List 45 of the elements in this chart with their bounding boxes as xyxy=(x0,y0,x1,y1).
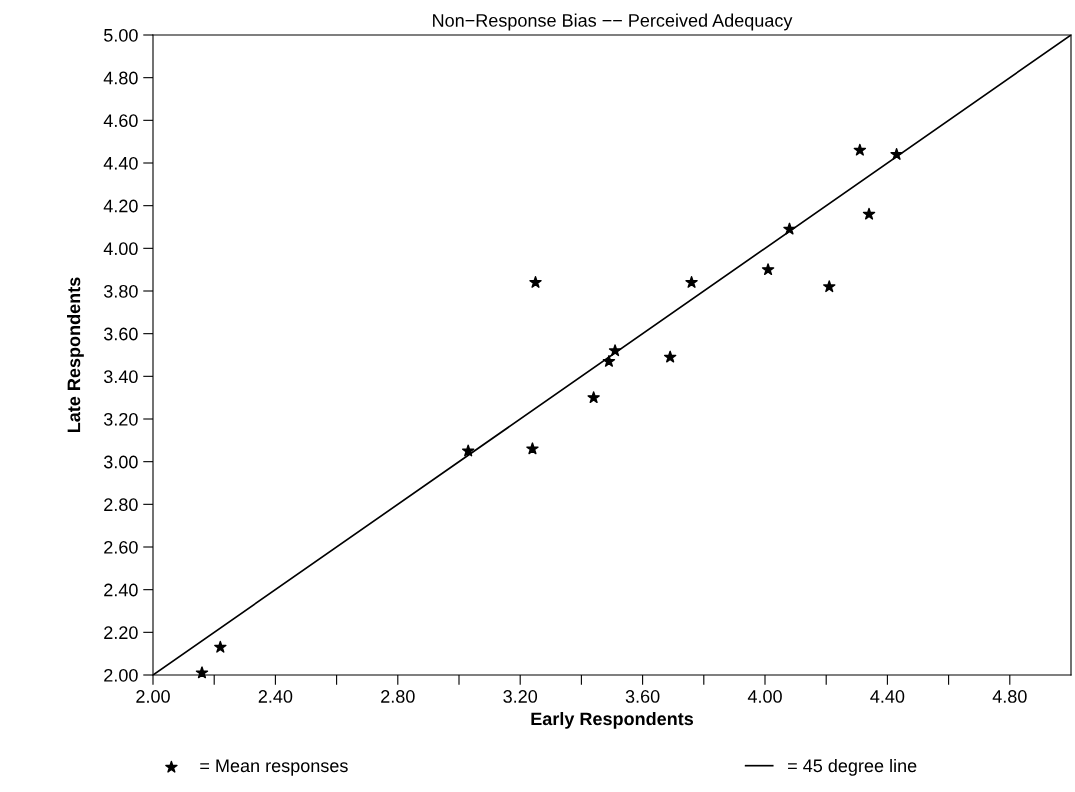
y-tick-label: 3.00 xyxy=(103,455,138,469)
point xyxy=(890,147,903,160)
point xyxy=(823,280,836,293)
x-tick-label: 3.20 xyxy=(503,690,538,703)
point xyxy=(862,207,876,220)
point xyxy=(853,143,867,156)
point xyxy=(685,275,698,288)
y-tick-label: 2.00 xyxy=(104,668,138,682)
x-tick-label: 4.40 xyxy=(870,690,905,703)
y-tick-label: 2.80 xyxy=(104,498,138,512)
point xyxy=(214,640,227,653)
y-tick-label: 3.40 xyxy=(103,370,138,384)
legend-label: = Mean responses xyxy=(200,759,348,776)
point xyxy=(195,666,209,679)
chart-title: Non−Response Bias −− Perceived Adequacy xyxy=(433,13,793,31)
point xyxy=(783,222,796,235)
y-tick-label: 4.20 xyxy=(103,199,138,213)
point xyxy=(608,344,622,357)
y-tick-label: 3.80 xyxy=(103,284,138,298)
x-tick-label: 4.80 xyxy=(992,690,1027,703)
y-tick-label: 2.60 xyxy=(104,540,138,554)
point xyxy=(663,350,677,363)
point xyxy=(761,263,775,276)
x-tick-label: 4.00 xyxy=(747,690,782,703)
y-tick-label: 4.60 xyxy=(103,114,138,128)
point xyxy=(602,354,616,367)
point xyxy=(526,442,539,455)
x-tick-label: 2.00 xyxy=(136,690,170,703)
x-tick-label: 3.60 xyxy=(625,690,660,703)
y-axis-title: Late Respondents xyxy=(67,277,84,433)
y-tick-label: 4.40 xyxy=(103,156,138,170)
y-tick-label: 5.00 xyxy=(104,28,138,42)
y-tick-label: 4.80 xyxy=(103,71,138,85)
point xyxy=(587,391,600,404)
legend-label: = 45 degree line xyxy=(788,758,917,776)
x-tick-label: 2.80 xyxy=(381,690,415,703)
y-tick-label: 2.20 xyxy=(104,626,138,640)
point xyxy=(529,275,542,288)
x-axis-title: Early Respondents xyxy=(531,711,694,729)
y-tick-label: 2.40 xyxy=(104,583,138,597)
y-tick-label: 3.20 xyxy=(103,412,138,426)
y-tick-label: 3.60 xyxy=(103,327,138,341)
y-tick-label: 4.00 xyxy=(103,242,138,256)
point xyxy=(461,444,475,457)
x-tick-label: 2.40 xyxy=(258,690,293,703)
